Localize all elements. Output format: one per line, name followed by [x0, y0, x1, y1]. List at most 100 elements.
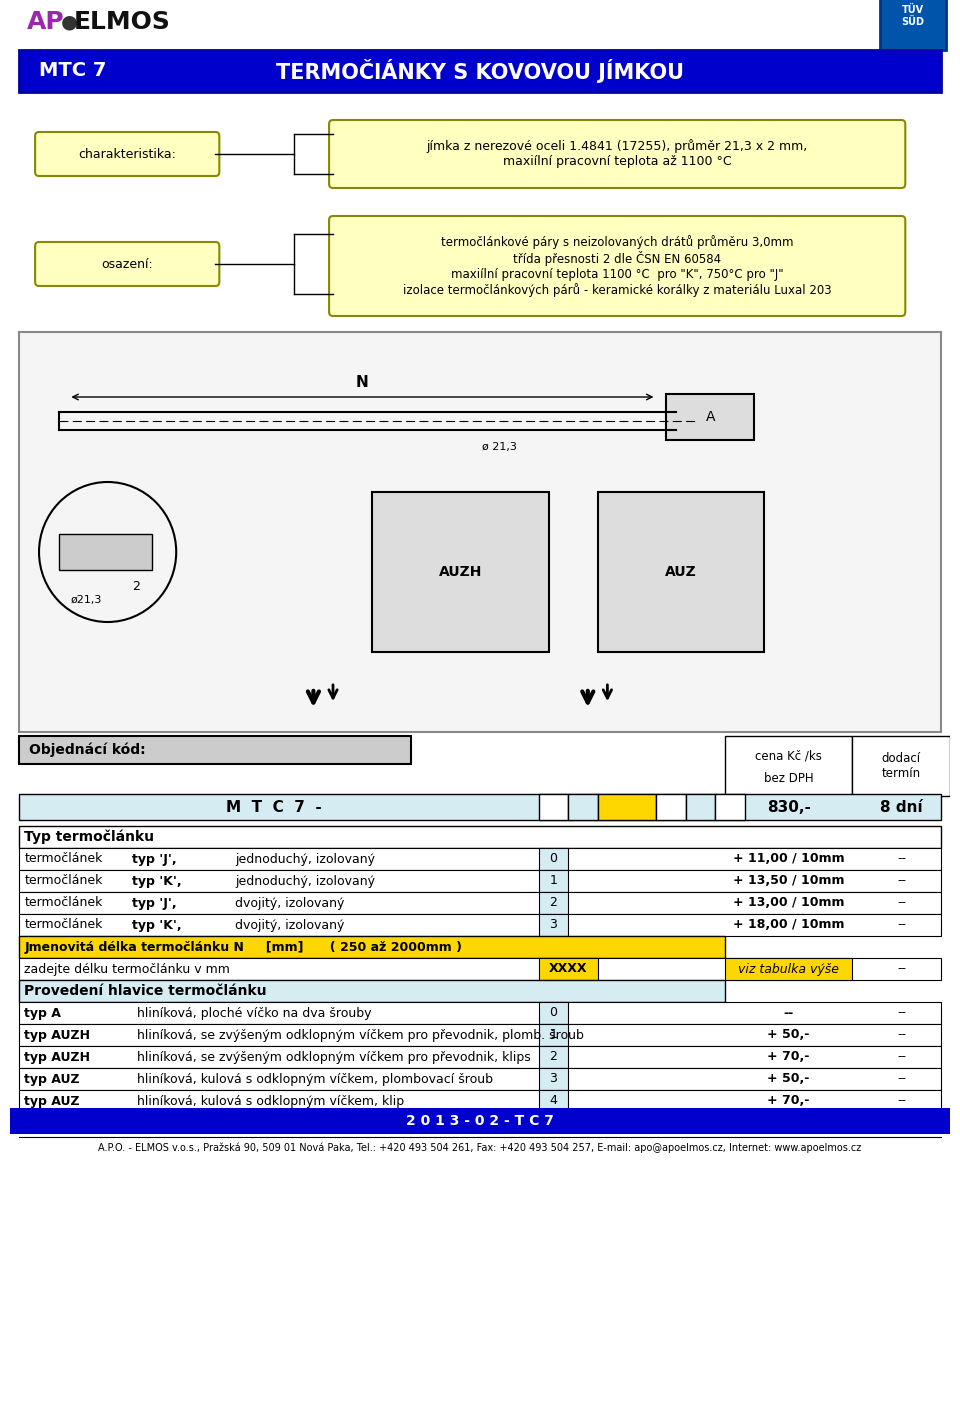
Bar: [19, 331, 941, 732]
Text: --: --: [897, 1051, 906, 1064]
Text: + 70,-: + 70,-: [767, 1051, 810, 1064]
Text: termočlánek: termočlánek: [24, 875, 103, 887]
Bar: [19, 892, 941, 914]
Bar: [19, 958, 941, 980]
Text: Typ termočlánku: Typ termočlánku: [24, 830, 155, 845]
Text: ø 21,3: ø 21,3: [482, 442, 517, 452]
Text: dvojitý, izolovaný: dvojitý, izolovaný: [235, 896, 345, 910]
Text: N: N: [356, 375, 369, 390]
Text: AP: AP: [27, 10, 65, 34]
Bar: [19, 50, 941, 92]
Text: 8 dní: 8 dní: [880, 799, 923, 815]
Text: 1: 1: [549, 1028, 558, 1041]
Text: --: --: [783, 1007, 794, 1020]
Text: typ 'J',: typ 'J',: [132, 896, 177, 910]
Text: 2: 2: [132, 580, 140, 593]
Bar: [10, 0, 950, 43]
Text: + 50,-: + 50,-: [767, 1028, 810, 1041]
Bar: [19, 793, 941, 820]
Bar: [19, 1091, 941, 1112]
Bar: [539, 793, 568, 820]
Text: TÜV
SÜD: TÜV SÜD: [901, 6, 924, 27]
Text: Objednácí kód:: Objednácí kód:: [29, 742, 146, 758]
Text: TERMOČlÁNKY S KOVOVOU JÍMKOU: TERMOČlÁNKY S KOVOVOU JÍMKOU: [276, 58, 684, 82]
Text: hliníková, se zvýšeným odklopným víčkem pro převodnik, klips: hliníková, se zvýšeným odklopným víčkem …: [137, 1051, 531, 1064]
Text: 0: 0: [549, 853, 558, 866]
Text: + 11,00 / 10mm: + 11,00 / 10mm: [732, 853, 845, 866]
Text: ø21,3: ø21,3: [70, 594, 102, 604]
FancyBboxPatch shape: [36, 242, 219, 286]
Text: hliníková, kulová s odklopným víčkem, klip: hliníková, kulová s odklopným víčkem, kl…: [137, 1095, 404, 1108]
Bar: [19, 980, 725, 1003]
Text: 3: 3: [549, 919, 558, 931]
Bar: [19, 1068, 941, 1091]
Text: 2: 2: [549, 1051, 558, 1064]
FancyBboxPatch shape: [36, 132, 219, 176]
Text: + 50,-: + 50,-: [767, 1072, 810, 1085]
Bar: [685, 793, 715, 820]
Text: 0: 0: [549, 1007, 558, 1020]
Text: hliníková, kulová s odklopným víčkem, plombovací šroub: hliníková, kulová s odklopným víčkem, pl…: [137, 1072, 493, 1085]
Text: AUZH: AUZH: [439, 565, 482, 579]
Text: --: --: [897, 853, 906, 866]
Text: typ 'J',: typ 'J',: [132, 853, 177, 866]
Bar: [597, 492, 764, 653]
Text: bez DPH: bez DPH: [764, 772, 813, 785]
Bar: [539, 1024, 568, 1047]
Text: Provedení hlavice termočlánku: Provedení hlavice termočlánku: [24, 984, 267, 998]
Text: A: A: [706, 410, 715, 424]
Bar: [19, 1024, 941, 1047]
Text: typ AUZH: typ AUZH: [24, 1051, 90, 1064]
Text: typ AUZ: typ AUZ: [24, 1095, 80, 1108]
Bar: [19, 870, 941, 892]
Bar: [539, 1091, 568, 1112]
Text: typ 'K',: typ 'K',: [132, 919, 181, 931]
Text: typ A: typ A: [24, 1007, 61, 1020]
Text: hliníková, se zvýšeným odklopným víčkem pro převodnik, plomb. šroub: hliníková, se zvýšeným odklopným víčkem …: [137, 1028, 584, 1041]
Text: jednoduchý, izolovaný: jednoduchý, izolovaný: [235, 875, 375, 887]
Text: 2 0 1 3 - 0 2 - T C 7: 2 0 1 3 - 0 2 - T C 7: [406, 1113, 554, 1128]
Text: jednoduchý, izolovaný: jednoduchý, izolovaný: [235, 853, 375, 866]
Text: 2: 2: [549, 896, 558, 910]
Bar: [19, 1047, 941, 1068]
Bar: [715, 793, 745, 820]
Text: --: --: [897, 875, 906, 887]
Bar: [539, 958, 597, 980]
Bar: [539, 1003, 568, 1024]
Text: termočlánek: termočlánek: [24, 853, 103, 866]
Bar: [725, 737, 852, 796]
Text: jímka z nerezové oceli 1.4841 (17255), průměr 21,3 x 2 mm,
maxiílní pracovní tep: jímka z nerezové oceli 1.4841 (17255), p…: [426, 139, 807, 168]
Text: termočlánkové páry s neizolovaných drátů průměru 3,0mm
třída přesnosti 2 dle ČSN: termočlánkové páry s neizolovaných drátů…: [403, 235, 831, 297]
Text: dodací
termín: dodací termín: [882, 752, 921, 781]
Bar: [10, 1108, 950, 1133]
Bar: [852, 737, 950, 796]
Text: MTC 7: MTC 7: [39, 61, 107, 81]
Bar: [657, 793, 685, 820]
Text: ELMOS: ELMOS: [73, 10, 170, 34]
Bar: [19, 914, 941, 936]
Bar: [666, 394, 755, 439]
Bar: [539, 848, 568, 870]
Text: AUZ: AUZ: [665, 565, 697, 579]
Text: A.P.O. - ELMOS v.o.s., Pražská 90, 509 01 Nová Paka, Tel.: +420 493 504 261, Fax: A.P.O. - ELMOS v.o.s., Pražská 90, 509 0…: [98, 1143, 862, 1153]
Text: hliníková, ploché víčko na dva šrouby: hliníková, ploché víčko na dva šrouby: [137, 1007, 372, 1020]
Bar: [725, 958, 852, 980]
Text: 3: 3: [549, 1072, 558, 1085]
Bar: [539, 892, 568, 914]
Text: osazení:: osazení:: [102, 257, 153, 270]
Bar: [19, 737, 412, 764]
Text: zadejte délku termočlánku v mm: zadejte délku termočlánku v mm: [24, 963, 230, 975]
Text: --: --: [897, 1028, 906, 1041]
Text: typ AUZ: typ AUZ: [24, 1072, 80, 1085]
Bar: [19, 1003, 941, 1024]
Text: ●: ●: [60, 13, 78, 31]
Bar: [372, 492, 548, 653]
FancyBboxPatch shape: [329, 216, 905, 316]
Bar: [539, 914, 568, 936]
Bar: [59, 535, 152, 570]
Text: termočlánek: termočlánek: [24, 896, 103, 910]
Text: viz tabulka výše: viz tabulka výše: [738, 963, 839, 975]
Text: 830,-: 830,-: [767, 799, 810, 815]
Text: XXXX: XXXX: [549, 963, 588, 975]
Bar: [539, 1047, 568, 1068]
